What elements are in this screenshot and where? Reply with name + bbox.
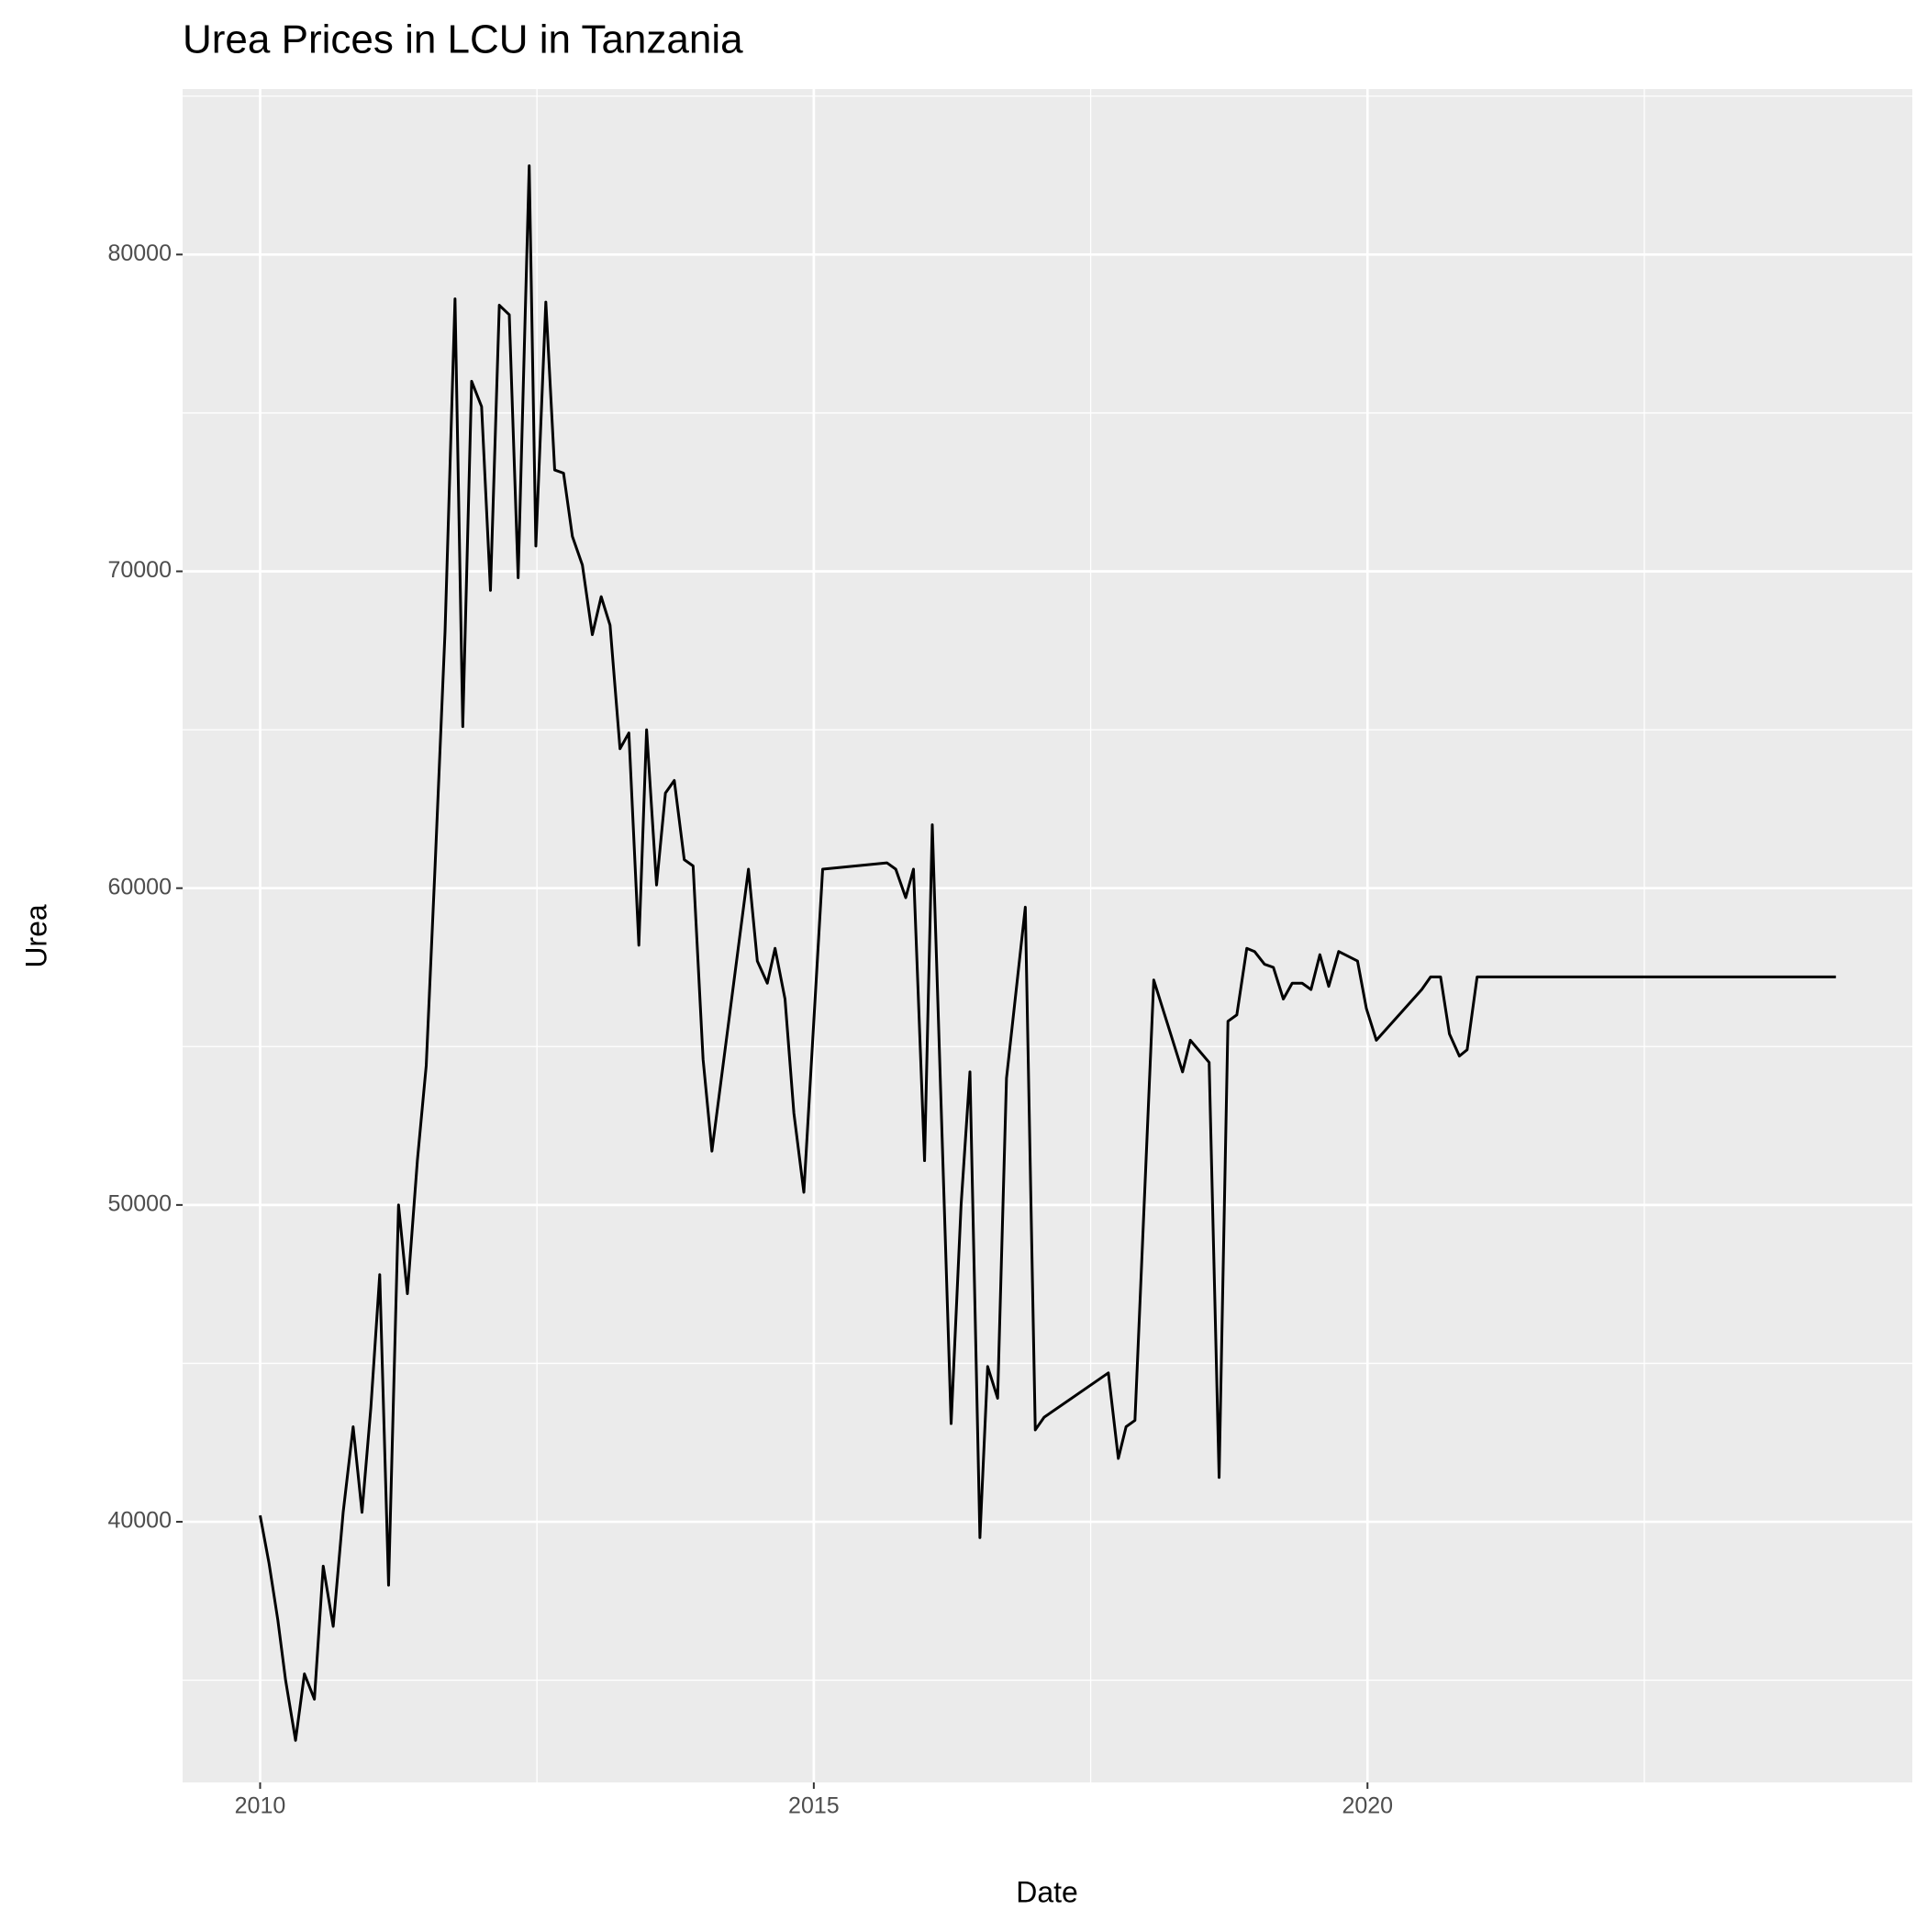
x-tick-label: 2010 xyxy=(235,1793,286,1819)
y-axis-title: Urea xyxy=(19,904,52,968)
y-tick-label: 70000 xyxy=(107,557,172,583)
data-line xyxy=(259,164,1836,1742)
chart-title: Urea Prices in LCU in Tanzania xyxy=(183,17,743,62)
y-tick-label: 50000 xyxy=(107,1190,172,1216)
plot-panel xyxy=(183,89,1912,1782)
x-tick-label: 2015 xyxy=(788,1793,840,1819)
y-tick-label: 60000 xyxy=(107,874,172,899)
x-tick-label: 2020 xyxy=(1342,1793,1393,1819)
y-tick-label: 80000 xyxy=(107,240,172,266)
x-axis-title: Date xyxy=(1016,1875,1078,1908)
y-tick-label: 40000 xyxy=(107,1508,172,1534)
